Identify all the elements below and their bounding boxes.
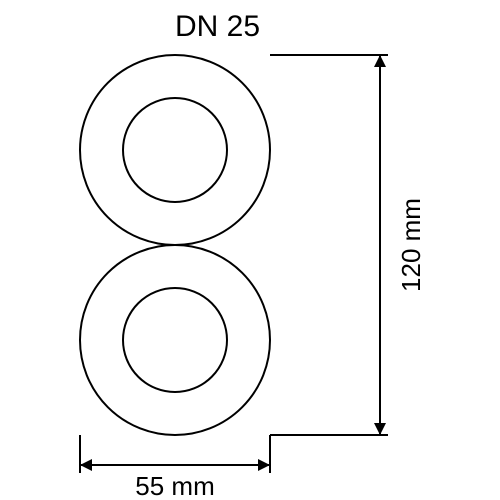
ring-top-outer — [80, 55, 270, 245]
dim-width-arrow-right — [258, 459, 270, 471]
dim-height-arrow-top — [374, 55, 386, 67]
technical-diagram: 120 mm 55 mm — [0, 0, 500, 500]
dim-width-label: 55 mm — [135, 471, 214, 500]
ring-bottom-outer — [80, 245, 270, 435]
dim-width-arrow-left — [80, 459, 92, 471]
dim-height-label: 120 mm — [396, 198, 426, 292]
dim-height-arrow-bottom — [374, 423, 386, 435]
diagram-title: DN 25 — [175, 10, 260, 44]
